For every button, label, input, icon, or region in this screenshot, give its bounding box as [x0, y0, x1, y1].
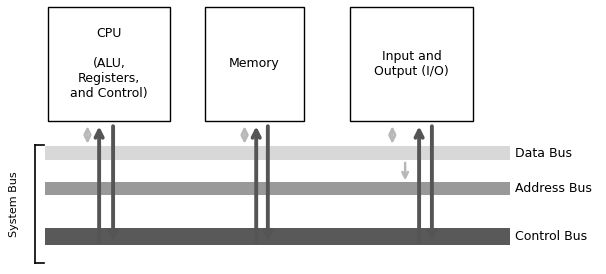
Text: CPU

(ALU,
Registers,
and Control): CPU (ALU, Registers, and Control) [70, 27, 148, 100]
Bar [350, 7, 473, 121]
Text: Data Bus: Data Bus [514, 147, 571, 160]
Bar [48, 7, 170, 121]
Bar [45, 228, 510, 246]
Text: System Bus: System Bus [9, 171, 19, 237]
Text: Input and
Output (I/O): Input and Output (I/O) [374, 50, 449, 78]
Text: Control Bus: Control Bus [514, 230, 587, 243]
Bar [45, 182, 510, 195]
Text: Address Bus: Address Bus [514, 182, 591, 195]
Text: Memory: Memory [229, 57, 280, 70]
Bar [205, 7, 304, 121]
Bar [45, 147, 510, 160]
